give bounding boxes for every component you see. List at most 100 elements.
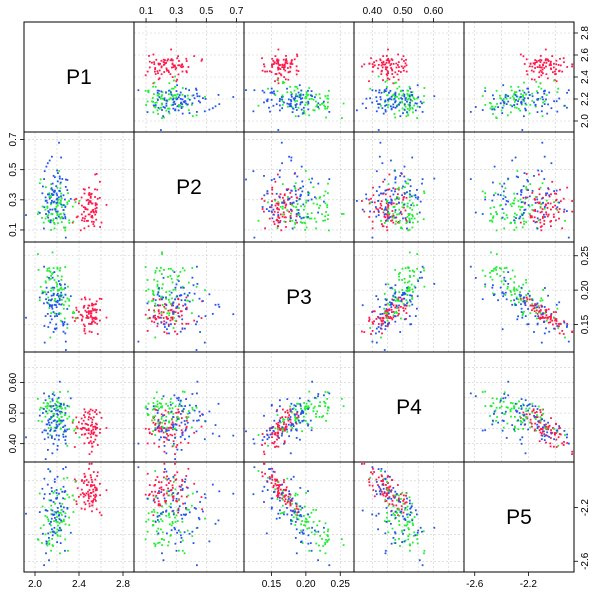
data-point-p5-p2-135 [145, 520, 147, 523]
data-point-p1-p2-50 [165, 67, 168, 70]
data-point-p5-p3-157 [281, 504, 284, 507]
data-point-p5-p4-61 [405, 494, 407, 497]
data-point-p2-p1-33 [96, 203, 98, 206]
data-point-p5-p3-29 [285, 486, 288, 489]
data-point-p1-p5-163 [525, 93, 527, 96]
data-point-p4-p3-212 [261, 439, 264, 441]
data-point-p5-p2-223 [167, 477, 170, 480]
data-point-p1-p2-72 [177, 64, 180, 67]
data-point-p3-p1-135 [50, 289, 52, 292]
data-point-p3-p1-64 [85, 311, 88, 313]
data-point-p2-p3-184 [283, 201, 285, 204]
data-point-p3-p5-239 [566, 324, 568, 327]
data-point-p4-p5-248 [536, 427, 539, 429]
data-point-p3-p4-189 [403, 291, 406, 294]
data-point-p1-p5-106 [536, 90, 538, 93]
data-point-p3-p2-230 [175, 283, 178, 286]
data-point-p1-p5-227 [524, 102, 527, 105]
data-point-p1-p5-36 [545, 73, 548, 76]
data-point-p2-p4-168 [391, 216, 394, 219]
data-point-p3-p5-131 [499, 267, 501, 269]
data-point-p2-p5-240 [546, 192, 549, 195]
data-point-p2-p3-231 [300, 194, 302, 197]
data-point-p4-p3-59 [287, 416, 290, 419]
data-point-p3-p1-7 [76, 316, 79, 319]
data-point-p3-p1-243 [49, 321, 52, 324]
data-point-p4-p3-221 [294, 413, 296, 416]
data-point-p4-p2-174 [160, 436, 162, 439]
data-point-p4-p1-226 [55, 404, 58, 407]
data-point-p3-p1-90 [47, 296, 50, 299]
data-point-p4-p3-32 [263, 450, 265, 453]
data-point-p4-p5-245 [517, 419, 519, 422]
data-point-p1-p5-86 [537, 85, 540, 88]
data-point-p2-p1-53 [83, 227, 86, 230]
data-point-p4-p3-179 [280, 434, 283, 437]
data-point-p2-p4-198 [409, 179, 412, 181]
data-point-p4-p5-204 [527, 403, 530, 406]
data-point-p5-p2-195 [184, 478, 187, 481]
data-point-p3-p5-121 [543, 312, 546, 315]
data-point-p2-p1-124 [60, 213, 62, 215]
data-point-p1-p2-59 [176, 78, 179, 81]
data-point-p3-p4-172 [392, 299, 395, 302]
data-point-p3-p2-194 [178, 294, 181, 297]
data-point-p5-p1-117 [61, 502, 64, 505]
data-point-p1-p4-240 [382, 112, 385, 115]
data-point-p4-p3-153 [281, 428, 284, 430]
data-point-p5-p4-59 [397, 500, 400, 503]
data-point-p4-p5-167 [521, 413, 524, 416]
data-point-p2-p4-213 [414, 196, 417, 199]
data-point-p3-p2-157 [191, 312, 193, 315]
data-point-p5-p2-119 [172, 476, 175, 479]
data-point-p5-p3-198 [270, 507, 273, 510]
data-point-p3-p5-235 [543, 306, 546, 308]
data-point-p3-p1-97 [62, 307, 65, 310]
data-point-p2-p3-89 [304, 222, 307, 225]
data-point-p4-p1-231 [56, 413, 58, 415]
data-point-p5-p4-81 [382, 480, 384, 483]
data-point-p3-p1-228 [57, 280, 60, 282]
data-point-p4-p1-193 [58, 410, 61, 413]
data-point-p1-p4-36 [385, 73, 388, 76]
data-point-p2-p5-209 [527, 189, 529, 191]
data-point-p3-p1-148 [49, 336, 52, 339]
data-point-p5-p2-64 [174, 479, 177, 481]
data-point-p2-p5-28 [531, 192, 534, 194]
data-point-p4-p5-181 [503, 393, 506, 395]
data-point-p4-p5-74 [525, 413, 528, 416]
data-point-p3-p2-53 [146, 330, 149, 332]
data-point-p2-p5-188 [514, 156, 517, 159]
data-point-p2-p3-182 [268, 210, 270, 212]
data-point-p4-p5-55 [550, 417, 552, 419]
data-point-p5-p3-220 [292, 509, 294, 512]
data-point-p1-p2-35 [144, 74, 147, 77]
data-point-p3-p1-124 [60, 295, 62, 298]
data-point-p2-p4-51 [379, 207, 382, 209]
data-point-p4-p1-119 [66, 444, 69, 447]
data-point-p1-p4-191 [398, 103, 400, 106]
data-point-p2-p4-54 [390, 219, 392, 222]
data-point-p1-p5-24 [544, 48, 547, 51]
data-point-p3-p2-234 [161, 298, 163, 301]
data-point-p4-p1-10 [99, 428, 101, 431]
data-point-p1-p4-82 [387, 71, 389, 74]
data-point-p1-p3-249 [273, 92, 276, 95]
data-point-p3-p4-198 [409, 323, 412, 326]
data-point-p3-p4-75 [387, 309, 390, 312]
data-point-p2-p4-89 [405, 222, 408, 225]
data-point-p3-p5-244 [507, 271, 510, 273]
data-point-p5-p3-226 [293, 511, 296, 514]
data-point-p5-p1-144 [56, 528, 59, 531]
data-point-p4-p5-29 [547, 425, 550, 428]
data-point-p1-p2-10 [148, 55, 150, 57]
data-point-p2-p4-37 [387, 188, 389, 191]
data-point-p2-p3-101 [312, 202, 315, 205]
data-point-p5-p3-122 [342, 544, 345, 546]
data-point-p4-p3-114 [319, 405, 321, 407]
data-point-p1-p2-115 [146, 100, 149, 103]
data-point-p1-p3-11 [283, 63, 286, 66]
data-point-p4-p1-224 [56, 425, 59, 427]
data-point-p1-p3-95 [294, 115, 297, 118]
data-point-p2-p4-87 [398, 222, 401, 224]
